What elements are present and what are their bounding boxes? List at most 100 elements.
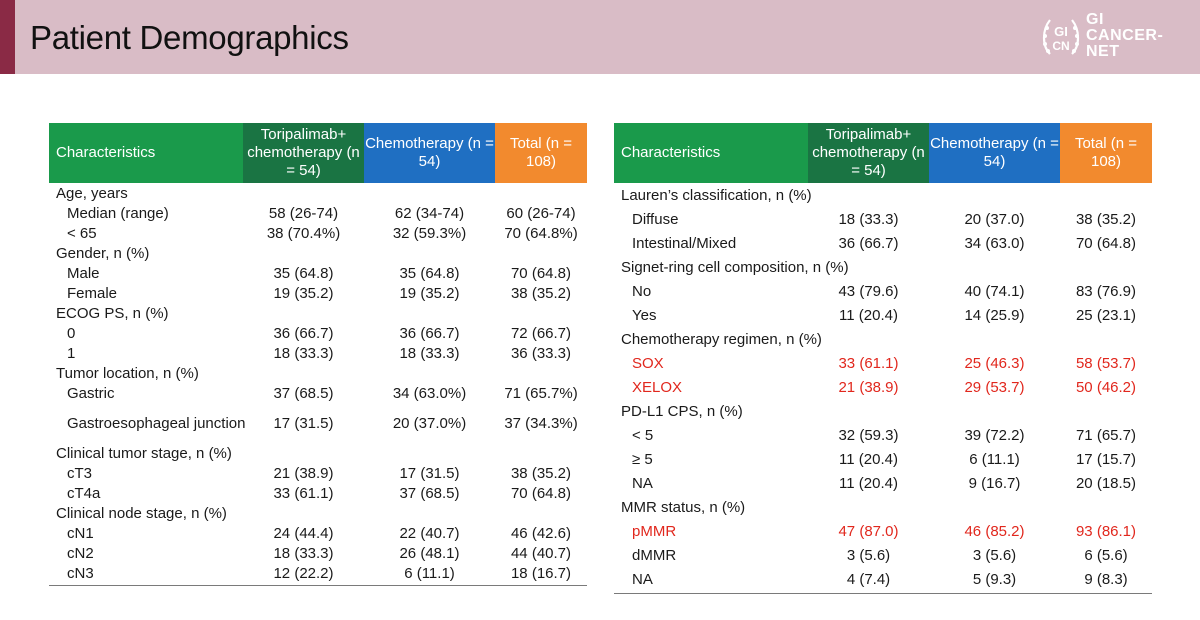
cell-tori: 11 (20.4) (839, 306, 898, 324)
cell-tori: 36 (66.7) (838, 234, 899, 252)
cell-tori: 21 (38.9) (273, 464, 334, 482)
cell-chemo: 37 (68.5) (399, 484, 460, 502)
cell-chemo: 20 (37.0%) (392, 414, 467, 432)
cell-total: 70 (64.8) (510, 484, 572, 502)
table-row: Median (range) 58 (26-74) 62 (34-74) 60 (26… (49, 203, 587, 223)
cell-total: 9 (8.3) (1060, 567, 1152, 594)
logo-line-2: CANCER- (1086, 27, 1164, 44)
table-section-row: PD-L1 CPS, n (%) (614, 399, 1152, 423)
section-label: PD-L1 CPS, n (%) (621, 402, 743, 420)
cell-total: 71 (65.7%) (504, 384, 578, 402)
cell-chemo: 62 (34-74) (394, 204, 465, 222)
row-label: SOX (632, 354, 664, 372)
table-row: Diffuse 18 (33.3) 20 (37.0) 38 (35.2) (614, 207, 1152, 231)
row-label: XELOX (632, 378, 683, 396)
cell-tori: 11 (20.4) (839, 450, 898, 468)
cell-tori: 18 (33.3) (838, 210, 899, 228)
cell-tori: 33 (61.1) (838, 354, 899, 372)
cell-chemo: 35 (64.8) (399, 264, 460, 282)
cell-tori: 24 (44.4) (273, 524, 334, 542)
table-row: NA 11 (20.4) 9 (16.7) 20 (18.5) (614, 471, 1152, 495)
cell-chemo: 32 (59.3%) (392, 224, 467, 242)
demographics-table-right: Characteristics Toripalimab+ chemotherap… (614, 123, 1152, 594)
page-title: Patient Demographics (30, 19, 349, 56)
cell-chemo: 46 (85.2) (964, 522, 1025, 540)
table-section-row: Age, years (49, 183, 587, 203)
table-row: XELOX 21 (38.9) 29 (53.7) 50 (46.2) (614, 375, 1152, 399)
cell-tori: 12 (22.2) (243, 563, 364, 586)
cell-chemo: 6 (11.1) (364, 563, 495, 586)
cell-total (495, 363, 587, 383)
cell-tori: 38 (70.4%) (266, 224, 341, 242)
section-label: Clinical node stage, n (%) (56, 504, 227, 522)
row-label: < 5 (632, 426, 654, 444)
cell-chemo: 5 (9.3) (929, 567, 1060, 594)
cell-total (1060, 255, 1152, 279)
cell-total: 37 (34.3%) (504, 414, 578, 432)
cell-chemo (364, 303, 495, 323)
cell-total: 70 (64.8) (510, 264, 572, 282)
column-header-characteristics: Characteristics (49, 123, 243, 183)
cell-chemo: 17 (31.5) (399, 464, 460, 482)
cell-total (1060, 327, 1152, 351)
column-header-characteristics: Characteristics (614, 123, 808, 183)
row-label: 0 (67, 324, 76, 342)
row-label: dMMR (632, 546, 677, 564)
cell-total: 60 (26-74) (506, 204, 576, 222)
cell-chemo (929, 399, 1060, 423)
cell-tori: 33 (61.1) (273, 484, 334, 502)
column-header-chemotherapy: Chemotherapy (n = 54) (929, 123, 1060, 183)
table-row: 1 18 (33.3) 18 (33.3) 36 (33.3) (49, 343, 587, 363)
cell-chemo (929, 183, 1060, 207)
cell-total: 36 (33.3) (510, 344, 572, 362)
column-header-total: Total (n = 108) (1060, 123, 1152, 183)
cell-chemo: 25 (46.3) (964, 354, 1025, 372)
table-row: cN2 18 (33.3) 26 (48.1) 44 (40.7) (49, 543, 587, 563)
cell-chemo (364, 243, 495, 263)
cell-total: 20 (18.5) (1075, 474, 1137, 492)
row-label: Yes (632, 306, 657, 324)
row-label: Gastroesophageal junction (67, 414, 246, 432)
cell-tori: 11 (20.4) (839, 474, 898, 492)
table-row: Female 19 (35.2) 19 (35.2) 38 (35.2) (49, 283, 587, 303)
cell-tori: 43 (79.6) (838, 282, 899, 300)
table-row: < 5 32 (59.3) 39 (72.2) 71 (65.7) (614, 423, 1152, 447)
cell-tori (243, 243, 364, 263)
cell-total: 18 (16.7) (495, 563, 587, 586)
cell-tori: 47 (87.0) (838, 522, 899, 540)
cell-chemo: 39 (72.2) (964, 426, 1025, 444)
cell-total: 46 (42.6) (510, 524, 572, 542)
column-header-total: Total (n = 108) (495, 123, 587, 183)
cell-chemo: 20 (37.0) (964, 210, 1025, 228)
cell-total: 72 (66.7) (510, 324, 572, 342)
cell-chemo: 3 (5.6) (972, 546, 1017, 564)
section-label: Lauren’s classification, n (%) (621, 186, 812, 204)
cell-chemo (929, 255, 1060, 279)
cell-total: 70 (64.8) (1075, 234, 1137, 252)
table-section-row: MMR status, n (%) (614, 495, 1152, 519)
cell-tori: 18 (33.3) (273, 344, 334, 362)
cell-tori: 17 (31.5) (273, 414, 334, 432)
cell-total (495, 183, 587, 203)
cell-tori: 35 (64.8) (273, 264, 334, 282)
cell-tori: 21 (38.9) (838, 378, 899, 396)
cell-chemo: 22 (40.7) (399, 524, 460, 542)
gi-cancer-net-logo: GI CN GI CANCER- NET (1040, 10, 1190, 66)
logo-line-1: GI (1086, 11, 1104, 28)
cell-chemo (929, 495, 1060, 519)
cell-total (495, 303, 587, 323)
cell-total: 58 (53.7) (1075, 354, 1137, 372)
cell-total (1060, 399, 1152, 423)
row-label: No (632, 282, 652, 300)
cell-chemo (364, 443, 495, 463)
row-label: Male (67, 264, 100, 282)
section-label: Tumor location, n (%) (56, 364, 199, 382)
cell-chemo: 14 (25.9) (964, 306, 1025, 324)
column-header-toripalimab: Toripalimab+ chemotherapy (n = 54) (243, 123, 364, 183)
section-label: Clinical tumor stage, n (%) (56, 444, 232, 462)
table-row: No 43 (79.6) 40 (74.1) 83 (76.9) (614, 279, 1152, 303)
table-section-row: Lauren’s classification, n (%) (614, 183, 1152, 207)
cell-chemo: 6 (11.1) (969, 450, 1020, 468)
column-header-chemotherapy: Chemotherapy (n = 54) (364, 123, 495, 183)
title-accent-bar (0, 0, 15, 74)
